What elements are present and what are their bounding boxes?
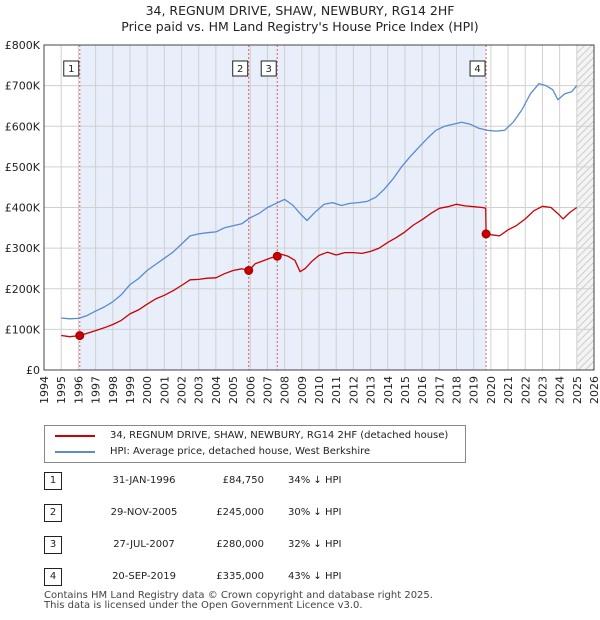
sale-row: 4 20-SEP-2019 £335,000 43% ↓ HPI	[44, 566, 464, 588]
x-tick-label: 2012	[347, 376, 360, 404]
x-tick-label: 1999	[124, 376, 137, 404]
x-tick-label: 2016	[416, 376, 429, 404]
legend-label-property: 34, REGNUM DRIVE, SHAW, NEWBURY, RG14 2H…	[110, 430, 449, 441]
legend-label-hpi: HPI: Average price, detached house, West…	[110, 446, 371, 457]
sale-hpi-diff: 32% ↓ HPI	[288, 539, 342, 550]
sale-label-number: 4	[474, 64, 480, 75]
sale-price: £84,750	[222, 475, 264, 486]
sale-hpi-diff: 30% ↓ HPI	[288, 507, 342, 518]
y-tick-label: £400K	[5, 202, 41, 215]
x-tick-label: 2020	[485, 376, 498, 404]
sale-point	[272, 251, 282, 261]
sale-hpi-diff: 43% ↓ HPI	[288, 571, 342, 582]
x-tick-label: 1997	[90, 376, 103, 404]
x-tick-label: 2000	[141, 376, 154, 404]
sale-row: 3 27-JUL-2007 £280,000 32% ↓ HPI	[44, 534, 464, 556]
y-tick-label: £700K	[5, 80, 41, 93]
x-tick-label: 2021	[502, 376, 515, 404]
sale-date: 27-JUL-2007	[113, 539, 175, 550]
sale-number-badge: 1	[44, 472, 62, 490]
x-tick-label: 2025	[571, 376, 584, 404]
x-tick-label: 2011	[330, 376, 343, 404]
chart-subtitle: Price paid vs. HM Land Registry's House …	[121, 19, 479, 34]
sale-date: 29-NOV-2005	[110, 507, 178, 518]
footer-attribution: Contains HM Land Registry data © Crown c…	[44, 591, 433, 611]
sale-price: £335,000	[216, 571, 264, 582]
x-tick-label: 2022	[519, 376, 532, 404]
sale-label-number: 3	[266, 64, 272, 75]
x-tick-label: 1994	[38, 376, 51, 404]
sale-label-number: 2	[237, 64, 243, 75]
sale-number-badge: 2	[44, 504, 62, 522]
y-tick-label: £0	[26, 364, 40, 377]
y-tick-label: £100K	[5, 323, 41, 336]
x-tick-label: 2003	[193, 376, 206, 404]
x-tick-label: 2008	[279, 376, 292, 404]
sale-number-badge: 4	[44, 568, 62, 586]
x-tick-label: 2015	[399, 376, 412, 404]
sale-hpi-diff: 34% ↓ HPI	[288, 475, 342, 486]
hpi-line	[61, 82, 578, 320]
property-price-line	[61, 203, 578, 338]
chart-title: 34, REGNUM DRIVE, SHAW, NEWBURY, RG14 2H…	[145, 3, 455, 18]
price-chart: £0 £100K £200K £300K £400K £500K £600K £700K £80…	[5, 39, 600, 404]
sale-point	[244, 265, 254, 275]
x-tick-label: 2026	[588, 376, 600, 404]
y-tick-label: £500K	[5, 161, 41, 174]
x-tick-label: 2010	[313, 376, 326, 404]
sale-row: 1 31-JAN-1996 £84,750 34% ↓ HPI	[44, 470, 464, 492]
y-tick-label: £600K	[5, 120, 41, 133]
sale-date: 20-SEP-2019	[112, 571, 176, 582]
sale-label-box	[63, 60, 80, 77]
x-tick-label: 2005	[227, 376, 240, 404]
plot-frame	[43, 44, 595, 371]
x-tick-label: 2017	[433, 376, 446, 404]
sale-row: 2 29-NOV-2005 £245,000 30% ↓ HPI	[44, 502, 464, 524]
x-tick-label: 2007	[261, 376, 274, 404]
x-tick-label: 1996	[72, 376, 85, 404]
x-tick-label: 1995	[55, 376, 68, 404]
x-tick-label: 2013	[365, 376, 378, 404]
legend-swatch-property	[55, 435, 95, 437]
x-tick-label: 2009	[296, 376, 309, 404]
sale-price: £280,000	[216, 539, 264, 550]
sale-point	[481, 229, 491, 239]
y-tick-label: £300K	[5, 242, 41, 255]
sale-price: £245,000	[216, 507, 264, 518]
y-tick-label: £200K	[5, 283, 41, 296]
legend-swatch-hpi	[55, 451, 95, 453]
sale-label-box	[469, 60, 486, 77]
sale-label-number: 1	[68, 64, 74, 75]
x-tick-label: 2004	[210, 376, 223, 404]
sale-label-box	[232, 60, 249, 77]
sale-date: 31-JAN-1996	[112, 475, 176, 486]
y-tick-label: £800K	[5, 39, 41, 52]
footer-line-licence: This data is licensed under the Open Gov…	[44, 600, 363, 611]
x-tick-label: 2014	[382, 376, 395, 404]
x-tick-label: 2001	[158, 376, 171, 404]
chart-legend: 34, REGNUM DRIVE, SHAW, NEWBURY, RG14 2H…	[44, 425, 466, 463]
x-tick-label: 2024	[554, 376, 567, 404]
sale-number-badge: 3	[44, 536, 62, 554]
x-tick-label: 2018	[451, 376, 464, 404]
sale-label-box	[260, 60, 277, 77]
x-tick-label: 2019	[468, 376, 481, 404]
footer-line-copyright: Contains HM Land Registry data © Crown c…	[44, 590, 433, 601]
x-tick-label: 1998	[107, 376, 120, 404]
x-tick-label: 2002	[176, 376, 189, 404]
x-tick-label: 2023	[536, 376, 549, 404]
sale-point	[75, 331, 85, 341]
x-tick-label: 2006	[244, 376, 257, 404]
